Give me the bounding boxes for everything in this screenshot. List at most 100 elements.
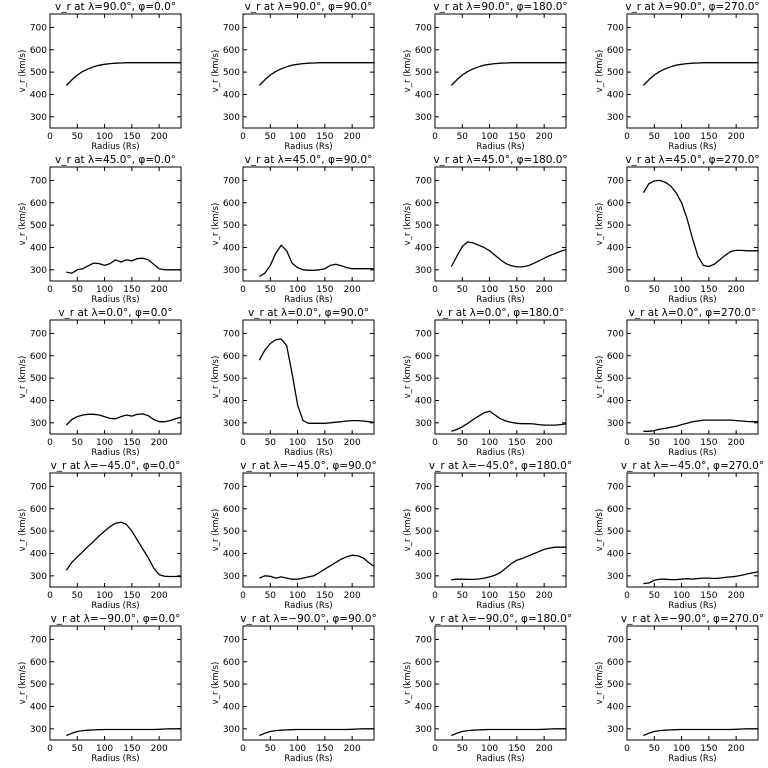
plot-frame [49,472,182,588]
y-tick-label: 600 [223,199,240,209]
panel-title: v_r at λ=45.0°, φ=0.0° [55,154,176,166]
x-tick-label: 100 [673,591,690,601]
panel-4-1: v_r at λ=−90.0°, φ=90.0° 0 50 100 150 200 300 4… [211,613,377,764]
y-tick-label: 700 [30,329,47,339]
y-tick-label: 700 [415,482,432,492]
panel-3-1: v_r at λ=−45.0°, φ=90.0° 0 50 100 150 200 300 4… [211,460,377,611]
x-tick-label: 100 [481,132,498,142]
x-tick-label: 0 [624,744,630,754]
panel-1-0: v_r at λ=45.0°, φ=0.0° 0 50 100 150 200 300 400… [18,154,182,305]
x-tick-label: 200 [728,744,745,754]
panel-title: v_r at λ=90.0°, φ=0.0° [55,1,176,13]
x-tick-label: 150 [123,285,140,295]
y-tick-label: 500 [30,68,47,78]
panel-3-3: v_r at λ=−45.0°, φ=270.0° 0 50 100 150 200 300… [595,460,764,611]
y-tick-label: 400 [223,90,240,100]
y-tick-label: 600 [607,505,624,515]
panel-4-3: v_r at λ=−90.0°, φ=270.0° 0 50 100 150 200 300… [595,613,764,764]
plot-frame [242,13,375,129]
y-axis-label: v_r (km/s) [595,356,605,399]
x-tick-label: 0 [432,744,438,754]
x-tick-label: 50 [265,132,277,142]
series-line [259,244,374,278]
x-tick-label: 100 [96,591,113,601]
y-tick-label: 300 [30,419,47,429]
y-tick-label: 700 [30,482,47,492]
y-tick-label: 600 [415,199,432,209]
x-tick-label: 50 [72,438,84,448]
y-tick-label: 300 [415,266,432,276]
x-tick-label: 100 [481,285,498,295]
x-tick-label: 150 [123,132,140,142]
plot-frame [49,625,182,741]
y-axis-label: v_r (km/s) [403,203,413,246]
x-tick-label: 200 [344,591,361,601]
y-tick-label: 400 [607,549,624,559]
x-tick-label: 150 [316,285,333,295]
panel-title: v_r at λ=0.0°, φ=0.0° [58,307,172,319]
panel-title: v_r at λ=−90.0°, φ=270.0° [621,613,764,625]
y-tick-label: 400 [607,396,624,406]
y-tick-label: 300 [30,113,47,123]
series-line [258,62,374,86]
y-tick-label: 400 [415,702,432,712]
y-tick-label: 500 [30,221,47,231]
y-tick-label: 600 [223,505,240,515]
x-tick-label: 50 [265,591,277,601]
y-tick-label: 700 [607,329,624,339]
x-tick-label: 150 [316,438,333,448]
y-tick-label: 700 [607,176,624,186]
x-tick-label: 50 [457,591,469,601]
y-tick-label: 300 [607,266,624,276]
panel-2-0: v_r at λ=0.0°, φ=0.0° 0 50 100 150 200 300 400 5… [18,307,182,458]
x-tick-label: 150 [700,744,717,754]
y-tick-label: 600 [223,352,240,362]
x-tick-label: 200 [151,285,168,295]
x-tick-label: 50 [72,285,84,295]
x-tick-label: 50 [265,285,277,295]
y-axis-label: v_r (km/s) [403,662,413,705]
panel-4-2: v_r at λ=−90.0°, φ=180.0° 0 50 100 150 200 300… [403,613,572,764]
panel-title: v_r at λ=45.0°, φ=90.0° [245,154,373,166]
y-tick-label: 500 [607,680,624,690]
y-tick-label: 400 [607,702,624,712]
y-tick-label: 600 [30,199,47,209]
y-tick-label: 400 [415,396,432,406]
x-tick-label: 200 [344,132,361,142]
y-tick-label: 500 [223,68,240,78]
y-tick-label: 500 [415,527,432,537]
x-axis-label: Radius (Rs) [668,754,716,764]
x-tick-label: 150 [123,591,140,601]
y-tick-label: 300 [607,419,624,429]
y-axis-label: v_r (km/s) [211,203,221,246]
y-axis-label: v_r (km/s) [211,50,221,93]
y-tick-label: 700 [415,23,432,33]
y-tick-label: 400 [415,549,432,559]
y-tick-label: 500 [607,374,624,384]
x-axis-label: Radius (Rs) [284,601,332,611]
y-tick-label: 400 [415,243,432,253]
y-tick-label: 300 [223,572,240,582]
y-tick-label: 500 [30,527,47,537]
y-tick-label: 700 [415,176,432,186]
x-tick-label: 100 [481,438,498,448]
y-axis-label: v_r (km/s) [18,509,28,552]
x-tick-label: 150 [700,132,717,142]
plot-frame [626,13,759,129]
panel-title: v_r at λ=45.0°, φ=180.0° [433,154,567,166]
panel-4-0: v_r at λ=−90.0°, φ=0.0° 0 50 100 150 200 300 40… [18,613,182,764]
y-tick-label: 500 [415,374,432,384]
panel-2-1: v_r at λ=0.0°, φ=90.0° 0 50 100 150 200 300 400… [211,307,375,458]
panel-title: v_r at λ=45.0°, φ=270.0° [625,154,759,166]
x-tick-label: 150 [123,438,140,448]
x-tick-label: 100 [289,285,306,295]
y-tick-label: 300 [415,113,432,123]
y-tick-label: 400 [30,396,47,406]
x-tick-label: 200 [151,132,168,142]
plot-frame [434,472,567,588]
x-tick-label: 50 [649,591,661,601]
plot-frame [626,472,759,588]
y-tick-label: 500 [607,527,624,537]
y-tick-label: 300 [223,113,240,123]
